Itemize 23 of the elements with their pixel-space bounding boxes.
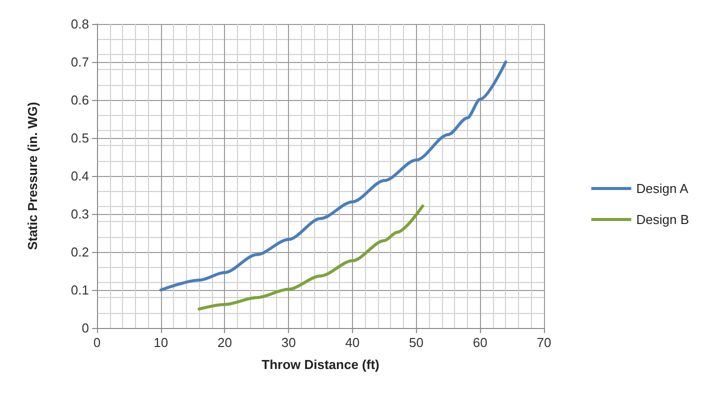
x-tick-label: 10 bbox=[154, 335, 168, 350]
line-series bbox=[159, 60, 508, 292]
y-tick-label: 0.1 bbox=[70, 282, 89, 298]
y-axis-title: Static Pressure (in. WG) bbox=[25, 102, 40, 250]
x-axis-title: Throw Distance (ft) bbox=[262, 357, 380, 372]
y-tick-label: 0.5 bbox=[70, 130, 89, 146]
y-tick-label: 0 bbox=[82, 320, 89, 336]
y-tick-label: 0.8 bbox=[70, 16, 89, 32]
x-tick-label: 20 bbox=[217, 335, 232, 350]
y-tick-label: 0.4 bbox=[70, 168, 89, 184]
legend-label: Design B bbox=[636, 212, 689, 227]
x-tick-label: 60 bbox=[472, 335, 488, 350]
x-tick-label: 40 bbox=[345, 335, 360, 350]
y-tick-label: 0.6 bbox=[70, 92, 89, 108]
y-tick-label: 0.7 bbox=[70, 54, 89, 70]
y-tick-label: 0.2 bbox=[70, 244, 89, 260]
x-tick-label: 70 bbox=[536, 335, 552, 350]
legend-label: Design A bbox=[636, 181, 689, 196]
y-tick-label: 0.3 bbox=[70, 206, 89, 222]
x-tick-label: 0 bbox=[93, 335, 101, 350]
x-tick-label: 30 bbox=[281, 335, 296, 350]
line-series bbox=[198, 204, 424, 310]
x-tick-label: 50 bbox=[409, 335, 424, 350]
